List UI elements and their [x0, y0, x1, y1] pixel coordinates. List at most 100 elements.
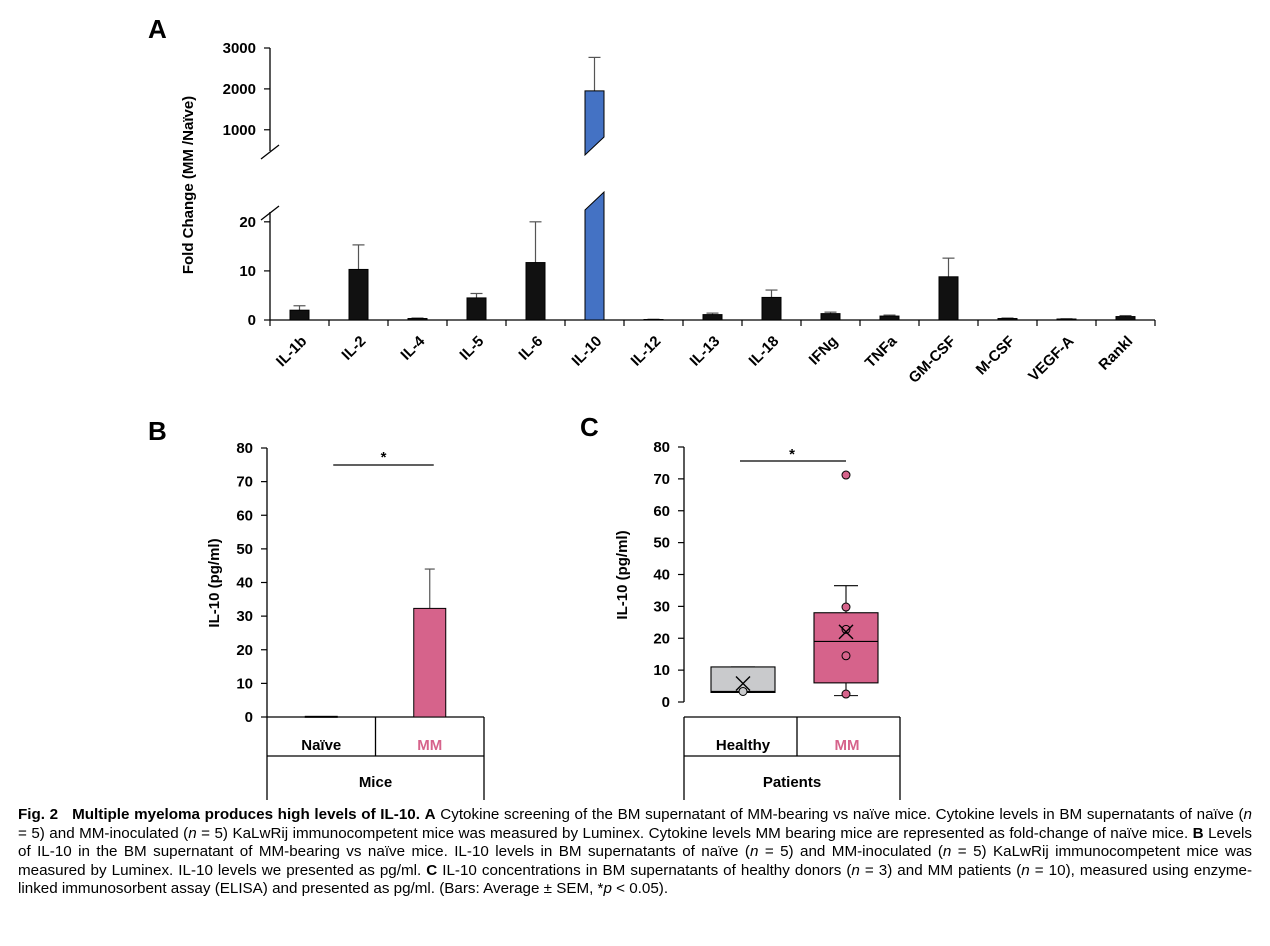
data-point	[841, 689, 851, 699]
axis-break-mark	[260, 144, 280, 160]
y-tick-label: 10	[239, 263, 256, 280]
data-point	[841, 602, 851, 612]
y-tick-label: 20	[236, 642, 253, 659]
bar-tnfa	[879, 315, 900, 321]
y-tick-label: 1000	[223, 122, 256, 139]
caption-run: n	[851, 861, 860, 879]
axis-break-mark	[260, 205, 280, 221]
bar-vegf-a	[1056, 318, 1077, 321]
y-axis-label: IL-10 (pg/ml)	[614, 530, 631, 619]
bar-il-13	[702, 314, 723, 321]
y-tick-label: 70	[236, 474, 253, 491]
caption-run: = 3) and MM patients (	[859, 861, 1022, 879]
x-tick-label: IL-4	[397, 332, 428, 363]
panel-c-chart: 0 10 20 30 40 50 60 70 80 IL-10 (pg/ml) Healthy MM P…	[614, 439, 901, 800]
y-tick-label: 60	[236, 507, 253, 524]
caption-run: < 0.05).	[611, 880, 669, 898]
caption-run: C	[426, 861, 438, 879]
y-tick-label: 40	[653, 567, 670, 584]
y-tick-label: 30	[236, 608, 253, 625]
y-tick-label: 0	[245, 709, 253, 726]
x-category-label: MM	[835, 737, 860, 754]
bar-il-2	[348, 268, 369, 321]
y-tick-label: 80	[653, 439, 670, 456]
mean-marker	[838, 624, 854, 640]
caption-run: n	[188, 824, 197, 842]
y-tick-label: 70	[653, 471, 670, 488]
panel-letter-a: A	[148, 14, 167, 44]
bar-il-10-upper	[584, 90, 605, 157]
y-tick-label: 80	[236, 440, 253, 457]
caption-run: IL-10 concentrations in BM supernatants …	[437, 861, 852, 879]
caption-run: n	[1021, 861, 1030, 879]
caption-label: Fig. 2	[18, 806, 59, 823]
x-category-label: Healthy	[716, 737, 771, 754]
data-point	[841, 470, 851, 480]
caption-run: = 5) KaLwRij immunocompetent mice was me…	[196, 824, 1193, 842]
y-tick-label: 20	[653, 630, 670, 647]
caption-run: = 5) and MM-inoculated (	[18, 824, 189, 842]
caption-run: p	[603, 880, 612, 898]
data-point	[841, 624, 851, 634]
bar-il-18	[761, 296, 782, 321]
caption-run: n	[942, 843, 952, 861]
x-tick-label: IL-18	[746, 333, 783, 370]
significance-star: *	[789, 446, 795, 463]
y-tick-label: 20	[239, 214, 256, 231]
caption-run: = 10), measured using enzyme-linked immu…	[18, 861, 1252, 898]
bar-m-csf	[997, 318, 1018, 321]
x-tick-label: IL-5	[456, 333, 487, 364]
caption-run: n	[749, 843, 759, 861]
x-tick-label: IL-2	[338, 333, 369, 364]
x-tick-label: GM-CSF	[905, 333, 959, 387]
bar-ifng	[820, 313, 841, 321]
caption-run: B	[1192, 824, 1204, 842]
x-tick-label: Rankl	[1095, 333, 1136, 374]
caption-run: = 5) and MM-inoculated (	[758, 843, 943, 861]
y-tick-label: 50	[653, 535, 670, 552]
y-tick-label: 2000	[223, 81, 256, 98]
x-tick-label: M-CSF	[973, 333, 1019, 379]
group-label: Patients	[763, 774, 821, 791]
x-tick-label: IL-1b	[273, 333, 310, 370]
x-tick-label: IL-13	[687, 333, 724, 370]
y-axis-label: Fold Change (MM /Naïve)	[180, 96, 197, 274]
panel-letter-c: C	[580, 412, 599, 442]
bar-il-4	[407, 318, 428, 321]
mean-marker	[735, 676, 751, 692]
panel-b-chart: 0 10 20 30 40 50 60 70 80 IL-10 (pg/ml) Naïve MM Mic…	[206, 440, 485, 800]
caption-run: Cytokine screening of the BM supernatant…	[435, 806, 1244, 823]
bar-il-6	[525, 262, 546, 321]
y-tick-label: 50	[236, 541, 253, 558]
caption-run: Levels of IL-10 in the BM supernatant of…	[18, 824, 1252, 861]
y-tick-label: 0	[662, 694, 670, 711]
data-point	[841, 651, 851, 661]
caption-body: A Cytokine screening of the BM supernata…	[18, 806, 1252, 897]
x-tick-label: TNFa	[862, 332, 901, 371]
x-tick-label: IL-6	[515, 333, 546, 364]
y-tick-label: 0	[248, 312, 256, 329]
x-category-label: MM	[417, 737, 442, 754]
y-tick-label: 10	[653, 662, 670, 679]
bar-rankl	[1115, 316, 1136, 321]
bar-il-1b	[289, 309, 310, 321]
bar-gm-csf	[938, 276, 959, 321]
y-axis-label: IL-10 (pg/ml)	[206, 538, 223, 627]
y-tick-label: 60	[653, 503, 670, 520]
x-tick-label: IL-10	[569, 333, 606, 370]
y-tick-label: 40	[236, 575, 253, 592]
panel-letter-b: B	[148, 416, 167, 446]
y-tick-label: 30	[653, 598, 670, 615]
x-tick-label: VEGF-A	[1025, 333, 1077, 385]
y-tick-label: 10	[236, 675, 253, 692]
bar-il-5	[466, 297, 487, 321]
x-tick-label: IL-12	[628, 333, 665, 370]
significance-star: *	[381, 449, 387, 466]
figure-caption: Fig. 2 Multiple myeloma produces high lev…	[18, 806, 1252, 899]
caption-run: A	[424, 806, 436, 823]
y-tick-label: 3000	[223, 40, 256, 57]
box-mm	[813, 612, 879, 684]
panel-a-chart: 0 10 20 1000 2000 3000 Fold Change (MM /Naïve)…	[180, 40, 1156, 387]
group-label: Mice	[359, 774, 392, 791]
